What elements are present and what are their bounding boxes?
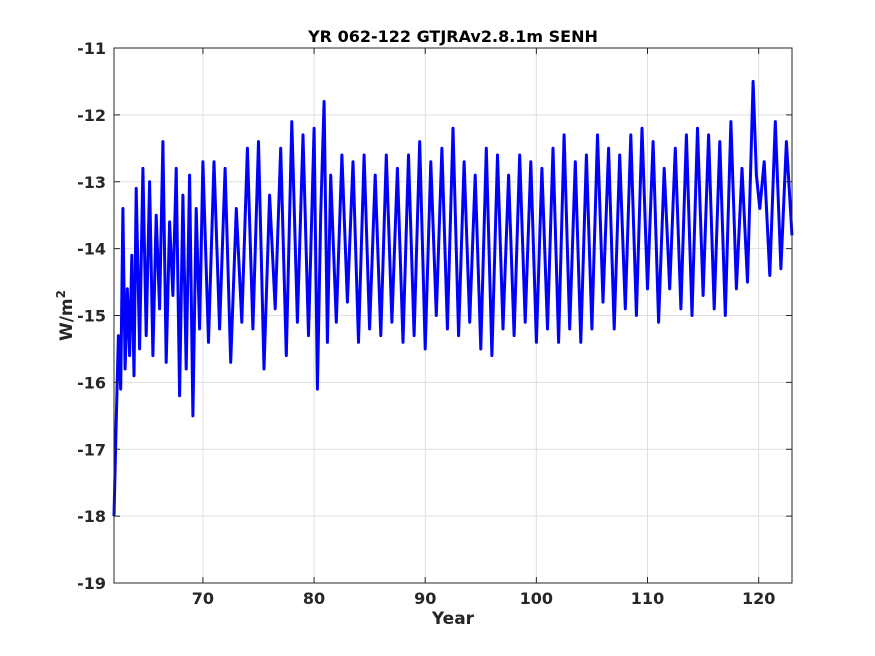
x-tick-label: 90 (414, 589, 436, 608)
y-tick-label: -12 (77, 106, 106, 125)
y-tick-label: -16 (77, 373, 106, 392)
y-tick-label: -19 (77, 574, 106, 593)
y-tick-label: -18 (77, 507, 106, 526)
data-layer (112, 79, 794, 517)
x-tick-label: 100 (520, 589, 553, 608)
x-tick-label: 120 (742, 589, 775, 608)
y-axis-label-base: W/m (57, 298, 77, 341)
x-tick-label: 110 (631, 589, 664, 608)
y-axis-label: W/m2 (54, 290, 77, 341)
series-line (112, 79, 794, 517)
y-tick-label: -14 (77, 240, 106, 259)
x-tick-label: 70 (192, 589, 214, 608)
y-tick-label: -17 (77, 440, 106, 459)
y-tick-label: -15 (77, 307, 106, 326)
y-axis-label-superscript: 2 (54, 290, 68, 298)
y-tick-label: -13 (77, 173, 106, 192)
chart-title: YR 062-122 GTJRAv2.8.1m SENH (307, 27, 598, 46)
x-axis-label: Year (431, 609, 475, 629)
x-tick-label: 80 (303, 589, 325, 608)
ticks: 70 80 90 100 110 120 -19 -18 -17 -16 -15 -14 -13 -12 -… (77, 39, 792, 608)
y-tick-label: -11 (77, 39, 106, 58)
